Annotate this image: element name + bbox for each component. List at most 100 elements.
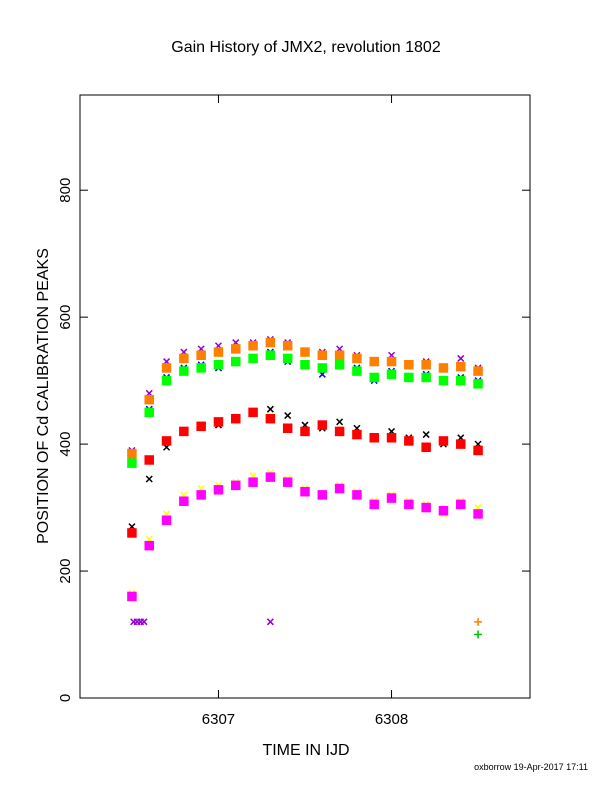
point (282, 423, 293, 433)
y-tick-label: 200 (57, 559, 74, 584)
point (231, 356, 241, 367)
point (334, 426, 345, 437)
point (369, 356, 379, 367)
point (336, 418, 344, 426)
x-tick-label: 6308 (375, 711, 408, 728)
point (352, 490, 362, 500)
point (473, 509, 483, 519)
point (386, 356, 397, 367)
point (127, 591, 137, 602)
point (456, 375, 466, 386)
x-axis-label: TIME IN IJD (262, 742, 349, 759)
point (369, 499, 379, 510)
point (179, 426, 189, 437)
point (265, 413, 276, 424)
point (144, 455, 154, 465)
point (127, 448, 137, 459)
point (196, 350, 206, 360)
point (473, 366, 483, 376)
point (282, 353, 293, 364)
point (421, 442, 431, 453)
point (265, 350, 276, 360)
point (473, 445, 483, 456)
point (456, 361, 466, 372)
point (161, 363, 172, 373)
point (421, 360, 431, 370)
point (161, 515, 172, 526)
footer: oxborrow 19-Apr-2017 17:11 (474, 762, 588, 772)
point (404, 372, 414, 383)
point (438, 436, 449, 446)
point (231, 344, 241, 354)
point (422, 431, 430, 439)
point (248, 407, 258, 418)
point (317, 490, 328, 500)
point (369, 433, 379, 443)
point (213, 347, 224, 357)
point (213, 417, 224, 427)
point (456, 439, 466, 449)
point (334, 350, 345, 360)
point (179, 366, 189, 376)
point (231, 480, 241, 491)
point (265, 472, 276, 482)
point (317, 420, 328, 430)
point (196, 363, 206, 373)
point (404, 436, 414, 446)
point (457, 354, 465, 362)
point (334, 483, 345, 494)
point (369, 372, 379, 383)
point (386, 493, 397, 503)
chart-title: Gain History of JMX2, revolution 1802 (171, 39, 441, 56)
y-axis-label: POSITION OF Cd CALIBRATION PEAKS (35, 248, 52, 544)
y-tick-label: 0 (57, 694, 74, 702)
y-tick-label: 400 (57, 432, 74, 457)
point (317, 363, 328, 373)
point (213, 360, 224, 370)
point (266, 405, 274, 413)
x-tick-label: 6307 (202, 711, 235, 728)
point (300, 360, 310, 370)
point (438, 506, 449, 516)
point (300, 426, 310, 437)
point (284, 412, 292, 420)
point (248, 353, 258, 364)
point (352, 353, 362, 364)
point (473, 379, 483, 389)
point (474, 630, 483, 639)
point (421, 372, 431, 383)
point (438, 363, 449, 373)
point (140, 618, 148, 626)
point (317, 350, 328, 360)
point (300, 347, 310, 357)
point (386, 433, 397, 443)
point (386, 369, 397, 380)
point (144, 394, 154, 405)
point (352, 366, 362, 376)
point (265, 337, 276, 348)
point (127, 528, 137, 538)
point (456, 499, 466, 510)
point (127, 458, 137, 468)
point (282, 340, 293, 351)
y-tick-label: 800 (57, 178, 74, 203)
plot-frame (79, 94, 531, 699)
point (144, 540, 154, 551)
point (179, 353, 189, 364)
point (266, 618, 274, 626)
point (404, 499, 414, 510)
point (231, 413, 241, 424)
point (144, 407, 154, 418)
point (161, 375, 172, 386)
point (161, 436, 172, 446)
point (334, 360, 345, 370)
y-tick-label: 600 (57, 305, 74, 330)
point (352, 429, 362, 440)
point (213, 485, 224, 495)
point (438, 375, 449, 386)
point (300, 486, 310, 497)
point (196, 421, 206, 432)
point (179, 496, 189, 506)
point (421, 502, 431, 513)
